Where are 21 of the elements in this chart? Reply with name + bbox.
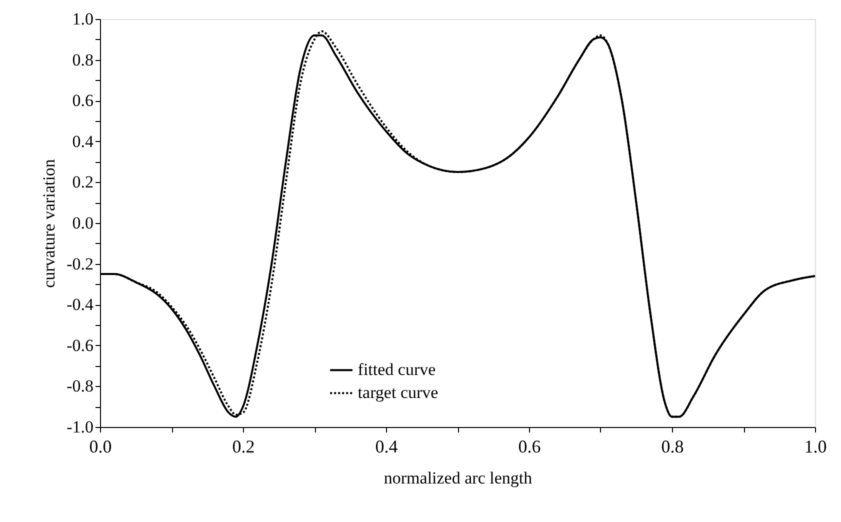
y-tick-label: 0.4: [72, 132, 94, 151]
x-tick-label: 0.6: [518, 436, 541, 456]
x-tick-label: 1.0: [804, 436, 827, 456]
x-tick-label: 0.2: [232, 436, 255, 456]
x-tick-label: 0.8: [661, 436, 684, 456]
y-tick-label: -1.0: [66, 418, 94, 436]
y-tick-label: 0.8: [72, 50, 94, 70]
y-tick-label: 0.6: [72, 91, 94, 110]
y-tick-label: 1.0: [72, 10, 94, 28]
y-tick-label: 0.0: [72, 214, 94, 232]
x-tick-label: 0.0: [89, 436, 112, 456]
legend-label: fitted curve: [358, 360, 436, 380]
y-tick-label: 0.2: [72, 172, 94, 192]
x-axis-title: normalized arc length: [384, 468, 533, 488]
y-tick-label: -0.2: [66, 254, 94, 274]
x-tick-label: 0.4: [375, 436, 398, 456]
y-tick-label: -0.8: [66, 376, 94, 396]
legend-label: target curve: [358, 383, 438, 402]
y-tick-label: -0.6: [66, 336, 94, 355]
y-axis-title: curvature variation: [40, 158, 59, 288]
y-tick-label: -0.4: [66, 295, 94, 314]
